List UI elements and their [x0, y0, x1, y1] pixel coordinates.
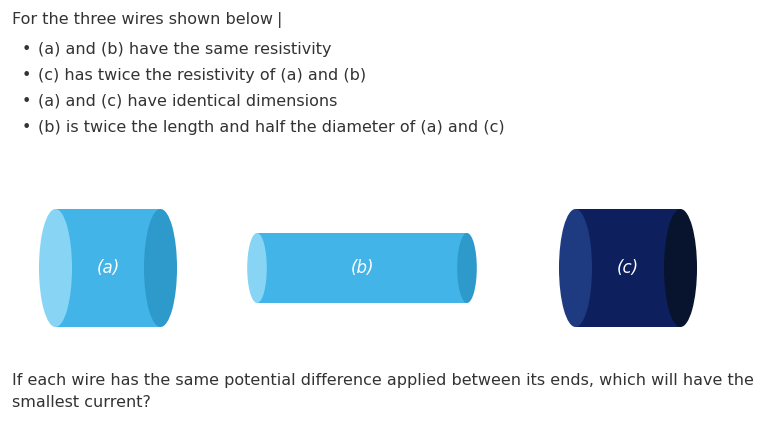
- Text: smallest current?: smallest current?: [12, 395, 151, 410]
- Ellipse shape: [39, 209, 72, 327]
- Text: (a) and (b) have the same resistivity: (a) and (b) have the same resistivity: [38, 42, 331, 57]
- Text: (a) and (c) have identical dimensions: (a) and (c) have identical dimensions: [38, 94, 337, 109]
- Text: •: •: [22, 94, 32, 109]
- Text: •: •: [22, 68, 32, 83]
- Ellipse shape: [664, 209, 697, 327]
- Ellipse shape: [559, 209, 592, 327]
- Ellipse shape: [457, 233, 477, 303]
- Text: For the three wires shown below❘: For the three wires shown below❘: [12, 12, 286, 28]
- Text: •: •: [22, 120, 32, 135]
- Text: (c) has twice the resistivity of (a) and (b): (c) has twice the resistivity of (a) and…: [38, 68, 366, 83]
- Text: (c): (c): [617, 259, 639, 277]
- Bar: [575, 209, 680, 327]
- Text: (b) is twice the length and half the diameter of (a) and (c): (b) is twice the length and half the dia…: [38, 120, 505, 135]
- Ellipse shape: [144, 209, 177, 327]
- Text: (a): (a): [96, 259, 120, 277]
- Ellipse shape: [247, 233, 267, 303]
- Text: If each wire has the same potential difference applied between its ends, which w: If each wire has the same potential diff…: [12, 373, 754, 388]
- Text: •: •: [22, 42, 32, 57]
- Bar: [257, 233, 467, 303]
- Bar: [56, 209, 161, 327]
- Text: (b): (b): [350, 259, 374, 277]
